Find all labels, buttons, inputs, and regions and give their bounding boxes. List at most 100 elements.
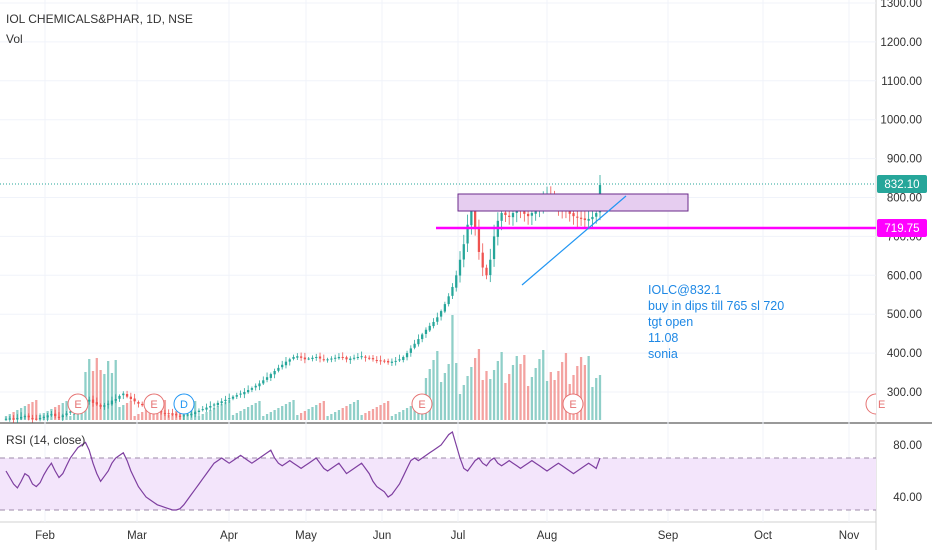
candle-body bbox=[481, 252, 484, 268]
volume-bar bbox=[133, 416, 136, 420]
volume-bar bbox=[557, 371, 560, 420]
volume-bar bbox=[576, 366, 579, 420]
volume-bar bbox=[23, 406, 27, 420]
candle-body bbox=[209, 406, 212, 408]
volume-bar bbox=[315, 405, 318, 420]
volume-bar bbox=[209, 410, 212, 420]
volume-bar bbox=[474, 358, 477, 420]
candle-body bbox=[315, 356, 318, 358]
candle-body bbox=[243, 392, 246, 395]
event-marker-earnings[interactable]: E bbox=[411, 393, 433, 415]
volume-bar bbox=[125, 403, 129, 420]
candle-body bbox=[99, 404, 102, 407]
volume-bar bbox=[72, 414, 76, 420]
event-marker-dividend[interactable]: D bbox=[173, 393, 195, 415]
candle-body bbox=[432, 321, 435, 327]
volume-bar bbox=[322, 401, 325, 420]
volume-bar bbox=[141, 412, 144, 420]
annotation-note[interactable]: IOLC@832.1 buy in dips till 765 sl 720 t… bbox=[648, 283, 784, 361]
volume-bar bbox=[258, 401, 261, 420]
candle-body bbox=[69, 411, 72, 413]
candle-body bbox=[428, 325, 431, 331]
candle-body bbox=[205, 407, 208, 410]
candle-body bbox=[118, 395, 121, 399]
volume-bar bbox=[235, 413, 238, 420]
event-marker-earnings[interactable]: E bbox=[562, 393, 584, 415]
candle-body bbox=[508, 215, 511, 217]
annotation-line: 11.08 bbox=[648, 331, 678, 345]
candle-body bbox=[413, 343, 416, 348]
volume-bar bbox=[485, 371, 488, 420]
volume-bar bbox=[99, 370, 102, 420]
symbol-title: IOL CHEMICALS&PHAR, 1D, NSE bbox=[6, 12, 193, 26]
volume-bar bbox=[243, 409, 246, 420]
candle-body bbox=[258, 383, 261, 387]
time-tick-label: May bbox=[295, 530, 317, 542]
candle-body bbox=[504, 212, 507, 216]
trend-line[interactable] bbox=[521, 195, 627, 286]
volume-bar bbox=[299, 413, 303, 420]
candle-body bbox=[318, 356, 322, 359]
volume-bar bbox=[194, 401, 197, 420]
volume-bar bbox=[228, 400, 231, 420]
volume-bar bbox=[561, 362, 564, 420]
event-marker-earnings[interactable]: E bbox=[143, 393, 165, 415]
volume-bar bbox=[212, 408, 216, 420]
candle-body bbox=[360, 356, 363, 358]
volume-bar bbox=[432, 360, 435, 420]
volume-bar bbox=[394, 414, 397, 420]
candle-body bbox=[394, 360, 397, 362]
volume-bar bbox=[553, 380, 556, 420]
candle-body bbox=[88, 399, 91, 402]
candle-body bbox=[489, 259, 492, 276]
volume-bar bbox=[144, 410, 148, 420]
volume-bar bbox=[549, 372, 552, 420]
event-markers: E E D E E E bbox=[67, 393, 885, 415]
svg-text:E: E bbox=[418, 399, 425, 411]
candle-body bbox=[239, 393, 242, 395]
candle-body bbox=[337, 356, 341, 359]
candle-body bbox=[125, 394, 129, 397]
svg-text:E: E bbox=[878, 399, 885, 411]
event-marker-earnings[interactable]: E bbox=[67, 393, 89, 415]
volume-bar bbox=[364, 413, 367, 420]
candle-body bbox=[42, 416, 45, 418]
volume-bar bbox=[398, 412, 401, 420]
volume-bar bbox=[371, 409, 375, 420]
volume-bar bbox=[345, 406, 348, 420]
volume-bar bbox=[269, 412, 272, 420]
rsi-axis[interactable]: 80.00 40.00 bbox=[893, 440, 922, 504]
price-tick-label: 1200.00 bbox=[880, 37, 922, 49]
candle-body bbox=[595, 213, 598, 217]
candle-body bbox=[402, 356, 405, 361]
volume-bar bbox=[352, 402, 356, 420]
price-tick-label: 500.00 bbox=[887, 309, 922, 321]
time-tick-label: Aug bbox=[537, 530, 557, 542]
event-marker-earnings[interactable]: E bbox=[865, 393, 885, 415]
volume-bar bbox=[526, 386, 530, 420]
candle-body bbox=[228, 398, 231, 400]
candle-body bbox=[303, 357, 307, 360]
volume-bar bbox=[508, 374, 511, 420]
candle-body bbox=[405, 353, 409, 358]
volume-bar bbox=[500, 352, 503, 420]
candle-body bbox=[474, 205, 477, 229]
volume-bar bbox=[511, 365, 515, 420]
annotation-line: sonia bbox=[648, 347, 678, 361]
candle-body bbox=[103, 405, 106, 407]
volume-bar bbox=[114, 360, 117, 420]
volume-bar bbox=[122, 405, 125, 420]
resistance-rectangle[interactable] bbox=[457, 193, 689, 212]
price-axis[interactable]: 1300.00 1200.00 1100.00 1000.00 900.00 800.00… bbox=[880, 0, 922, 399]
time-axis[interactable]: Feb Mar Apr May Jun Jul Aug Sep Oct Nov bbox=[35, 530, 859, 542]
candle-body bbox=[186, 414, 189, 416]
annotation-line: IOLC@832.1 bbox=[648, 283, 721, 297]
volume-bar bbox=[390, 416, 394, 420]
price-tick-label: 1300.00 bbox=[880, 0, 922, 10]
candle-body bbox=[466, 224, 469, 244]
candle-body bbox=[576, 216, 579, 218]
volume-bar bbox=[451, 315, 454, 420]
price-tick-label: 1100.00 bbox=[881, 76, 922, 88]
candle-body bbox=[523, 211, 526, 214]
candle-body bbox=[16, 418, 19, 420]
